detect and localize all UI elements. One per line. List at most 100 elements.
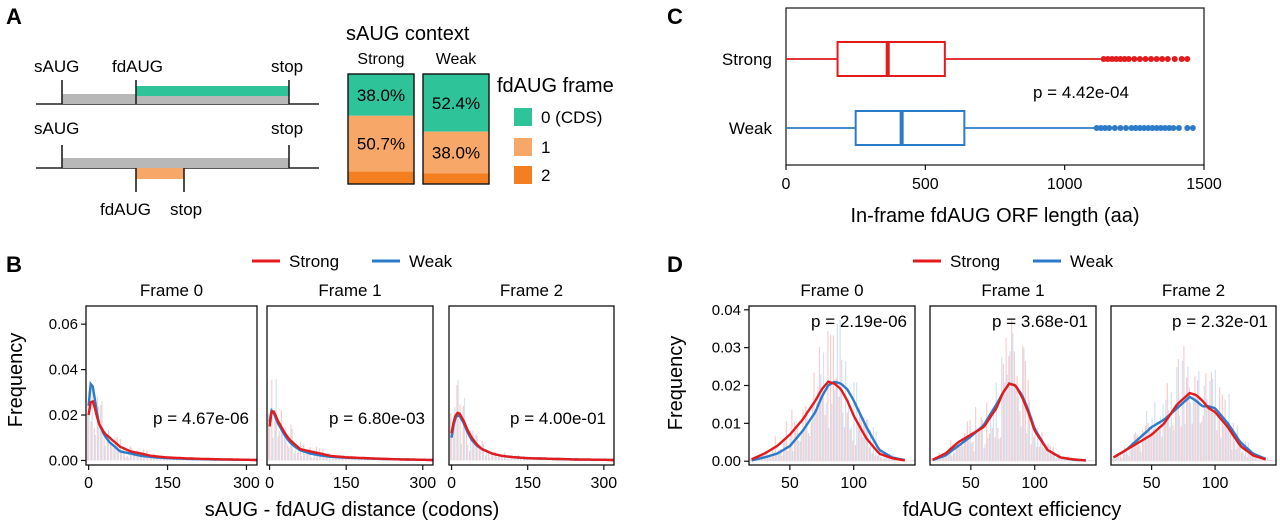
efficiency-chart: Strong Weak Frame 0 p = 2.19e-06 50 100 0.00 0.… xyxy=(665,252,1277,521)
diagram1-stop-label: stop xyxy=(271,57,303,76)
facet-title: Frame 1 xyxy=(318,281,381,300)
x-tick-label: 300 xyxy=(233,475,260,492)
legend-label-frame2: 2 xyxy=(541,166,550,185)
outlier-point xyxy=(1097,125,1104,131)
x-tick-label: 150 xyxy=(333,475,360,492)
outlier-point xyxy=(1164,56,1171,62)
outlier-point xyxy=(1153,125,1160,131)
box-iqr xyxy=(854,110,966,146)
diagram-frame1: sAUG stop fdAUG stop xyxy=(34,119,319,219)
outlier-point xyxy=(1100,56,1107,62)
pvalue-label: p = 3.68e-01 xyxy=(992,312,1088,331)
y-tick-label: 0.03 xyxy=(712,340,741,357)
density-line-strong xyxy=(87,399,257,462)
density-line-strong xyxy=(268,410,433,462)
facet-2: Frame 2 p = 4.00e-01 0 150 300 xyxy=(447,281,617,492)
y-axis-label: Frequency xyxy=(665,336,687,431)
outlier-point xyxy=(1102,125,1109,131)
outlier-point xyxy=(1122,125,1129,131)
outlier-point xyxy=(1159,56,1166,62)
panel-a-letter: A xyxy=(6,4,22,29)
distance-chart: Strong Weak Frame 0 p = 4.67e-06 0 150 300 0.00… xyxy=(5,252,617,521)
x-tick-label: 300 xyxy=(409,475,436,492)
y-tick-label: 0.00 xyxy=(49,452,78,469)
x-tick-label: 0 xyxy=(265,475,274,492)
outlier-point xyxy=(1141,125,1148,131)
y-tick-label: 0.00 xyxy=(712,453,741,470)
facet-frame xyxy=(1110,305,1277,466)
x-tick-label: 0 xyxy=(84,475,93,492)
facet-0: Frame 0 p = 4.67e-06 0 150 300 0.00 0.02 0.04 0.… xyxy=(49,281,260,492)
bar-label: 50.7% xyxy=(357,135,405,154)
outlier-point xyxy=(1171,56,1178,62)
box-weak xyxy=(786,110,1196,146)
y-tick-label: 0.04 xyxy=(712,302,741,319)
legend-label-strong: Strong xyxy=(950,252,1000,271)
bar-outline xyxy=(422,73,490,185)
x-tick-label: 100 xyxy=(1202,475,1229,492)
context-title: sAUG context xyxy=(346,23,470,45)
outlier-point xyxy=(1109,56,1116,62)
outlier-point xyxy=(1136,125,1143,131)
category-label: Strong xyxy=(722,50,772,69)
y-tick-label: 0.04 xyxy=(49,362,78,379)
pvalue-label: p = 4.00e-01 xyxy=(510,409,606,428)
density-line-strong xyxy=(751,380,906,462)
y-tick-label: 0.02 xyxy=(712,378,741,395)
outlier-point xyxy=(1121,56,1128,62)
bar-segment xyxy=(348,115,414,172)
diagram1-gray-bar xyxy=(62,94,136,104)
bar-label: 38.0% xyxy=(357,86,405,105)
x-axis-label: sAUG - fdAUG distance (codons) xyxy=(205,499,500,521)
legend-swatch-frame0 xyxy=(514,108,532,126)
outlier-point xyxy=(1184,125,1191,131)
facet-title: Frame 2 xyxy=(500,281,563,300)
diagram1-green-bar xyxy=(136,86,289,96)
col-strong-label: Strong xyxy=(357,51,404,68)
outlier-point xyxy=(1131,56,1138,62)
y-tick-label: 0.01 xyxy=(712,415,741,432)
facet-frame xyxy=(266,305,434,466)
legend-label-weak: Weak xyxy=(1070,252,1114,271)
facet-title: Frame 1 xyxy=(981,281,1044,300)
series-legend: Strong Weak xyxy=(252,252,453,271)
category-label: Weak xyxy=(729,119,773,138)
pvalue-label: p = 2.32e-01 xyxy=(1172,312,1268,331)
facet-frame xyxy=(448,305,615,466)
facet-frame xyxy=(929,305,1097,466)
legend-swatch-frame2 xyxy=(514,166,532,184)
outlier-point xyxy=(1148,56,1155,62)
legend-title: fdAUG frame xyxy=(497,75,614,97)
density-line-strong xyxy=(1112,391,1267,461)
legend-label-frame1: 1 xyxy=(541,138,550,157)
stacked-bars: 38.0% 50.7% 52.4% 38.0% xyxy=(347,73,490,185)
pvalue-label: p = 4.67e-06 xyxy=(153,409,249,428)
outlier-point xyxy=(1104,56,1111,62)
outlier-point xyxy=(1157,125,1164,131)
diagram2-fdaug-label: fdAUG xyxy=(100,200,151,219)
outlier-point xyxy=(1128,125,1135,131)
bar-segment xyxy=(348,171,414,184)
facet-1: Frame 1 p = 3.68e-01 50 100 xyxy=(929,281,1097,492)
facet-title: Frame 0 xyxy=(800,281,863,300)
box-chart: Strong Weak p = 4.42e-04 0 500 1000 1500 In-fra… xyxy=(722,7,1222,227)
y-tick-label: 0.02 xyxy=(49,407,78,424)
diagram-frame0: sAUG fdAUG stop xyxy=(34,57,319,105)
bar-label: 38.0% xyxy=(432,144,480,163)
bar-outline xyxy=(347,73,415,185)
x-axis-label: In-frame fdAUG ORF length (aa) xyxy=(851,205,1140,227)
panel-b-letter: B xyxy=(6,252,22,277)
x-tick-label: 1000 xyxy=(1047,176,1083,193)
facet-title: Frame 2 xyxy=(1162,281,1225,300)
outlier-point xyxy=(1178,56,1185,62)
pvalue-label: p = 6.80e-03 xyxy=(329,409,425,428)
x-tick-label: 150 xyxy=(154,475,181,492)
outlier-point xyxy=(1175,125,1182,131)
outlier-point xyxy=(1149,125,1156,131)
diagram2-gray-bar xyxy=(62,158,289,168)
outlier-point xyxy=(1189,125,1196,131)
frame-legend: 0 (CDS) 1 2 xyxy=(514,108,602,185)
outlier-point xyxy=(1093,125,1100,131)
bar-segment xyxy=(423,173,489,184)
